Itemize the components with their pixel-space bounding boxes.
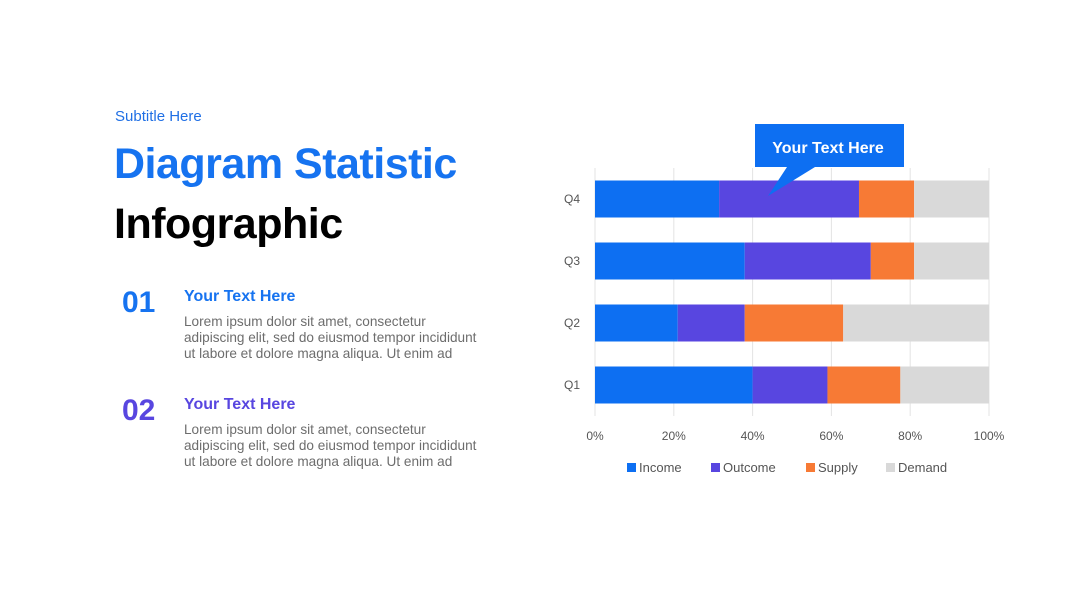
bars: [595, 180, 989, 404]
x-tick-label: 60%: [819, 429, 843, 443]
y-tick-label: Q4: [564, 192, 580, 206]
item-body-line: ut labore et dolore magna aliqua. Ut eni…: [184, 346, 453, 361]
legend-swatch: [711, 463, 720, 472]
legend-label: Outcome: [723, 460, 776, 475]
item-body: Lorem ipsum dolor sit amet, consectetur …: [184, 314, 514, 362]
bar-segment-income-q3: [595, 242, 745, 280]
bar-segment-outcome-q3: [744, 242, 871, 280]
y-tick-label: Q3: [564, 254, 580, 268]
bar-segment-income-q4: [595, 180, 720, 218]
bar-segment-outcome-q4: [719, 180, 859, 218]
bar-segment-demand-q2: [843, 304, 989, 342]
x-tick-label: 20%: [662, 429, 686, 443]
item-body-line: Lorem ipsum dolor sit amet, consectetur: [184, 314, 426, 329]
callout-text: Your Text Here: [772, 140, 884, 157]
x-tick-label: 80%: [898, 429, 922, 443]
y-tick-label: Q2: [564, 316, 580, 330]
x-tick-label: 40%: [741, 429, 765, 443]
bar-segment-supply-q3: [870, 242, 915, 280]
item-number: 02: [122, 394, 156, 427]
bar-segment-demand-q3: [914, 242, 989, 280]
callout: Your Text Here: [755, 124, 904, 196]
legend-label: Demand: [898, 460, 947, 475]
item-heading: Your Text Here: [184, 396, 296, 413]
legend: Income Outcome Supply Demand: [627, 460, 947, 475]
x-tick-label: 100%: [974, 429, 1005, 443]
bar-segment-supply-q1: [827, 366, 901, 404]
bar-segment-income-q2: [595, 304, 678, 342]
legend-swatch: [886, 463, 895, 472]
item-number: 01: [122, 286, 156, 319]
title-line-1: Diagram Statistic: [114, 140, 457, 188]
x-tick-label: 0%: [586, 429, 604, 443]
item-body: Lorem ipsum dolor sit amet, consectetur …: [184, 422, 514, 470]
item-body-line: ut labore et dolore magna aliqua. Ut eni…: [184, 454, 453, 469]
bar-segment-outcome-q2: [677, 304, 745, 342]
subtitle: Subtitle Here: [115, 108, 202, 125]
bar-segment-demand-q1: [900, 366, 989, 404]
title-line-2: Infographic: [114, 200, 343, 248]
legend-swatch: [806, 463, 815, 472]
legend-swatch: [627, 463, 636, 472]
legend-label: Supply: [818, 460, 858, 475]
bar-segment-supply-q4: [858, 180, 915, 218]
y-tick-label: Q1: [564, 378, 580, 392]
axis-labels: 0% 20% 40% 60% 80% 100% Q4 Q3 Q2 Q1: [564, 192, 1005, 443]
callout-box: [755, 124, 904, 196]
bar-segment-income-q1: [595, 366, 753, 404]
item-heading: Your Text Here: [184, 288, 296, 305]
legend-label: Income: [639, 460, 682, 475]
item-body-line: Lorem ipsum dolor sit amet, consectetur: [184, 422, 426, 437]
item-body-line: adipiscing elit, sed do eiusmod tempor i…: [184, 438, 477, 453]
bar-segment-outcome-q1: [752, 366, 828, 404]
bar-segment-demand-q4: [914, 180, 989, 218]
bar-segment-supply-q2: [744, 304, 844, 342]
item-body-line: adipiscing elit, sed do eiusmod tempor i…: [184, 330, 477, 345]
